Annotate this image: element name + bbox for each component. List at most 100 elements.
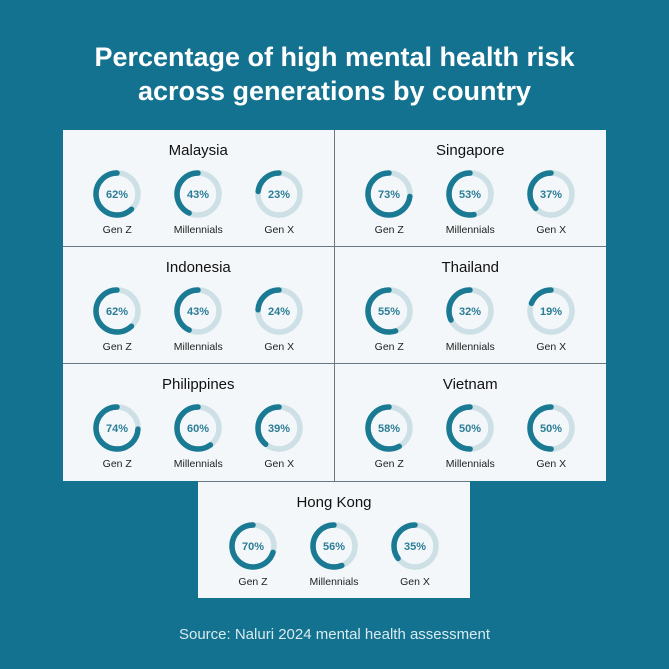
generation-label: Gen X (536, 224, 567, 236)
donut-chart: 62% Gen Z (93, 170, 141, 236)
generation-label: Gen X (264, 341, 295, 353)
donut-row: 70% Gen Z 56% Millennials 35% Gen X (198, 522, 470, 588)
generation-label: Gen X (536, 341, 567, 353)
percent-label: 55% (378, 306, 400, 318)
generation-label: Millennials (309, 576, 359, 588)
donut-row: 58% Gen Z 50% Millennials 50% Gen X (335, 404, 607, 470)
donut-chart: 43% Millennials (173, 287, 223, 353)
generation-label: Gen X (536, 458, 567, 470)
donut-chart: 39% Gen X (255, 404, 303, 470)
donut-arc (527, 170, 575, 218)
country-card-philippines: Philippines 74% Gen Z 60% Millennials 39% Gen … (63, 364, 335, 481)
generation-label: Gen Z (102, 458, 132, 470)
donut-chart: 43% Millennials (173, 170, 223, 236)
donut-chart: 37% Gen X (527, 170, 575, 236)
donut-chart: 60% Millennials (174, 404, 223, 470)
donut-arc (365, 404, 413, 452)
generation-label: Gen Z (102, 341, 132, 353)
generation-label: Millennials (445, 341, 495, 353)
donut-arc (527, 287, 575, 335)
country-name: Singapore (436, 142, 505, 159)
generation-label: Gen Z (102, 224, 132, 236)
donut-chart: 35% Gen X (391, 522, 439, 588)
generation-label: Millennials (445, 458, 495, 470)
country-card-vietnam: Vietnam 58% Gen Z 50% Millennials 50% Gen X (334, 364, 607, 481)
donut-arc (310, 522, 358, 570)
country-grid: Malaysia 62% Gen Z 43% Millennials 23% Gen X Si… (63, 130, 606, 481)
percent-label: 58% (378, 423, 400, 435)
donut-chart: 24% Gen X (255, 287, 303, 353)
donut-chart: 56% Millennials (309, 522, 359, 588)
donut-arc (229, 522, 277, 570)
donut-arc (174, 170, 222, 218)
generation-label: Millennials (173, 341, 223, 353)
donut-chart: 70% Gen Z (229, 522, 277, 588)
percent-label: 50% (459, 423, 481, 435)
percent-label: 50% (540, 423, 562, 435)
donut-arc (93, 170, 141, 218)
donut-arc (255, 170, 303, 218)
percent-label: 32% (459, 306, 481, 318)
donut-arc (255, 404, 303, 452)
percent-label: 23% (268, 189, 290, 201)
generation-label: Gen Z (374, 458, 404, 470)
country-card-malaysia: Malaysia 62% Gen Z 43% Millennials 23% Gen X (63, 130, 335, 247)
generation-label: Gen X (264, 224, 295, 236)
donut-arc (174, 404, 222, 452)
donut-chart: 50% Millennials (445, 404, 495, 470)
country-name: Malaysia (168, 142, 228, 159)
donut-chart: 19% Gen X (527, 287, 575, 353)
donut-arc (446, 287, 494, 335)
percent-label: 24% (268, 306, 290, 318)
donut-chart: 50% Gen X (527, 404, 575, 470)
country-card-singapore: Singapore 73% Gen Z 53% Millennials 37% Gen X (334, 130, 607, 247)
donut-row: 62% Gen Z 43% Millennials 24% Gen X (63, 287, 334, 353)
donut-chart: 23% Gen X (255, 170, 303, 236)
generation-label: Millennials (173, 224, 223, 236)
donut-arc (93, 287, 141, 335)
percent-label: 56% (323, 541, 345, 553)
percent-label: 37% (540, 189, 562, 201)
donut-arc (446, 170, 494, 218)
chart-title: Percentage of high mental health risk ac… (94, 42, 575, 106)
percent-label: 43% (187, 306, 209, 318)
country-card-hong-kong: Hong Kong 70% Gen Z 56% Millennials 35% Gen X (198, 481, 470, 598)
donut-arc (255, 287, 303, 335)
country-name: Philippines (161, 376, 235, 393)
generation-label: Millennials (445, 224, 495, 236)
generation-label: Gen Z (374, 224, 404, 236)
country-name: Vietnam (442, 376, 498, 393)
country-name: Indonesia (165, 259, 231, 276)
percent-label: 70% (242, 541, 264, 553)
percent-label: 43% (187, 189, 209, 201)
donut-row: 73% Gen Z 53% Millennials 37% Gen X (335, 170, 607, 236)
percent-label: 35% (404, 541, 426, 553)
donut-chart: 73% Gen Z (365, 170, 413, 236)
donut-chart: 32% Millennials (445, 287, 495, 353)
donut-chart: 55% Gen Z (365, 287, 413, 353)
donut-row: 55% Gen Z 32% Millennials 19% Gen X (335, 287, 607, 353)
generation-label: Gen X (400, 576, 430, 588)
percent-label: 74% (106, 423, 128, 435)
donut-row: 62% Gen Z 43% Millennials 23% Gen X (63, 170, 334, 236)
country-card-thailand: Thailand 55% Gen Z 32% Millennials 19% Gen X (334, 247, 607, 364)
percent-label: 62% (106, 189, 128, 201)
percent-label: 60% (187, 423, 209, 435)
generation-label: Gen X (264, 458, 295, 470)
donut-chart: 74% Gen Z (93, 404, 141, 470)
donut-arc (93, 404, 141, 452)
donut-arc (527, 404, 575, 452)
country-name: Hong Kong (296, 494, 372, 511)
generation-label: Gen Z (374, 341, 404, 353)
generation-label: Gen Z (238, 576, 268, 588)
donut-arc (365, 287, 413, 335)
donut-arc (174, 287, 222, 335)
country-card-indonesia: Indonesia 62% Gen Z 43% Millennials 24% Gen X (63, 247, 335, 364)
percent-label: 73% (378, 189, 400, 201)
donut-arc (446, 404, 494, 452)
donut-arc (365, 170, 413, 218)
donut-arc (391, 522, 439, 570)
country-name: Thailand (441, 259, 500, 276)
donut-chart: 53% Millennials (445, 170, 495, 236)
percent-label: 19% (540, 306, 562, 318)
